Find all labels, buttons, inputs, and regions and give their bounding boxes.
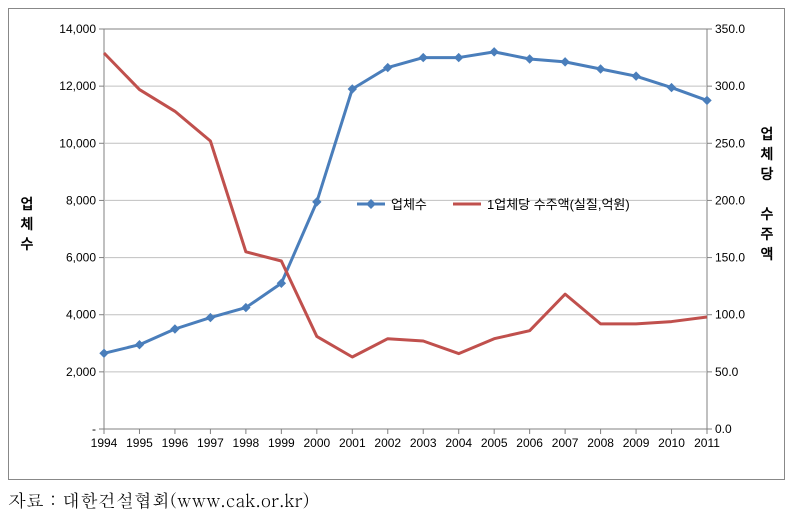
svg-text:50.0: 50.0 bbox=[715, 365, 739, 379]
svg-text:2003: 2003 bbox=[410, 436, 437, 450]
svg-text:액: 액 bbox=[761, 246, 774, 262]
svg-text:4,000: 4,000 bbox=[66, 308, 96, 322]
svg-text:12,000: 12,000 bbox=[59, 79, 96, 93]
source-citation: 자료 : 대한건설협회(www.cak.or.kr) bbox=[8, 488, 793, 513]
svg-text:1997: 1997 bbox=[197, 436, 224, 450]
svg-text:14,000: 14,000 bbox=[59, 22, 96, 36]
svg-text:10,000: 10,000 bbox=[59, 136, 96, 150]
svg-text:체: 체 bbox=[21, 216, 34, 232]
svg-text:2008: 2008 bbox=[587, 436, 614, 450]
svg-text:2000: 2000 bbox=[303, 436, 330, 450]
svg-text:2001: 2001 bbox=[339, 436, 366, 450]
svg-text:1998: 1998 bbox=[233, 436, 260, 450]
svg-text:100.0: 100.0 bbox=[715, 308, 745, 322]
svg-text:350.0: 350.0 bbox=[715, 22, 745, 36]
svg-text:0.0: 0.0 bbox=[715, 422, 732, 436]
svg-text:2009: 2009 bbox=[623, 436, 650, 450]
svg-text:1업체당 수주액(실질,억원): 1업체당 수주액(실질,억원) bbox=[487, 197, 630, 212]
svg-text:200.0: 200.0 bbox=[715, 193, 745, 207]
svg-text:2002: 2002 bbox=[374, 436, 401, 450]
svg-text:1996: 1996 bbox=[162, 436, 189, 450]
svg-text:업체수: 업체수 bbox=[391, 197, 427, 212]
svg-text:2011: 2011 bbox=[694, 436, 720, 450]
svg-text:-: - bbox=[92, 422, 96, 436]
svg-text:체: 체 bbox=[761, 146, 774, 162]
chart-frame: - 2,000 4,000 6,000 8,000 10,000 12,000 14,000 0… bbox=[8, 8, 785, 480]
svg-text:1995: 1995 bbox=[126, 436, 153, 450]
svg-text:업: 업 bbox=[21, 196, 34, 212]
svg-text:150.0: 150.0 bbox=[715, 251, 745, 265]
svg-text:수: 수 bbox=[21, 236, 34, 252]
svg-text:2010: 2010 bbox=[658, 436, 685, 450]
svg-text:8,000: 8,000 bbox=[66, 193, 96, 207]
svg-text:2006: 2006 bbox=[516, 436, 543, 450]
svg-text:업: 업 bbox=[761, 126, 774, 142]
svg-text:당: 당 bbox=[761, 166, 774, 182]
svg-text:2,000: 2,000 bbox=[66, 365, 96, 379]
svg-text:2005: 2005 bbox=[481, 436, 508, 450]
svg-text:6,000: 6,000 bbox=[66, 251, 96, 265]
svg-text:300.0: 300.0 bbox=[715, 79, 745, 93]
dual-axis-line-chart: - 2,000 4,000 6,000 8,000 10,000 12,000 14,000 0… bbox=[9, 9, 784, 479]
svg-text:2004: 2004 bbox=[445, 436, 472, 450]
svg-text:2007: 2007 bbox=[552, 436, 579, 450]
svg-text:250.0: 250.0 bbox=[715, 136, 745, 150]
svg-text:1999: 1999 bbox=[268, 436, 295, 450]
svg-text:수: 수 bbox=[761, 206, 774, 222]
svg-text:1994: 1994 bbox=[91, 436, 118, 450]
svg-text:주: 주 bbox=[761, 226, 774, 242]
